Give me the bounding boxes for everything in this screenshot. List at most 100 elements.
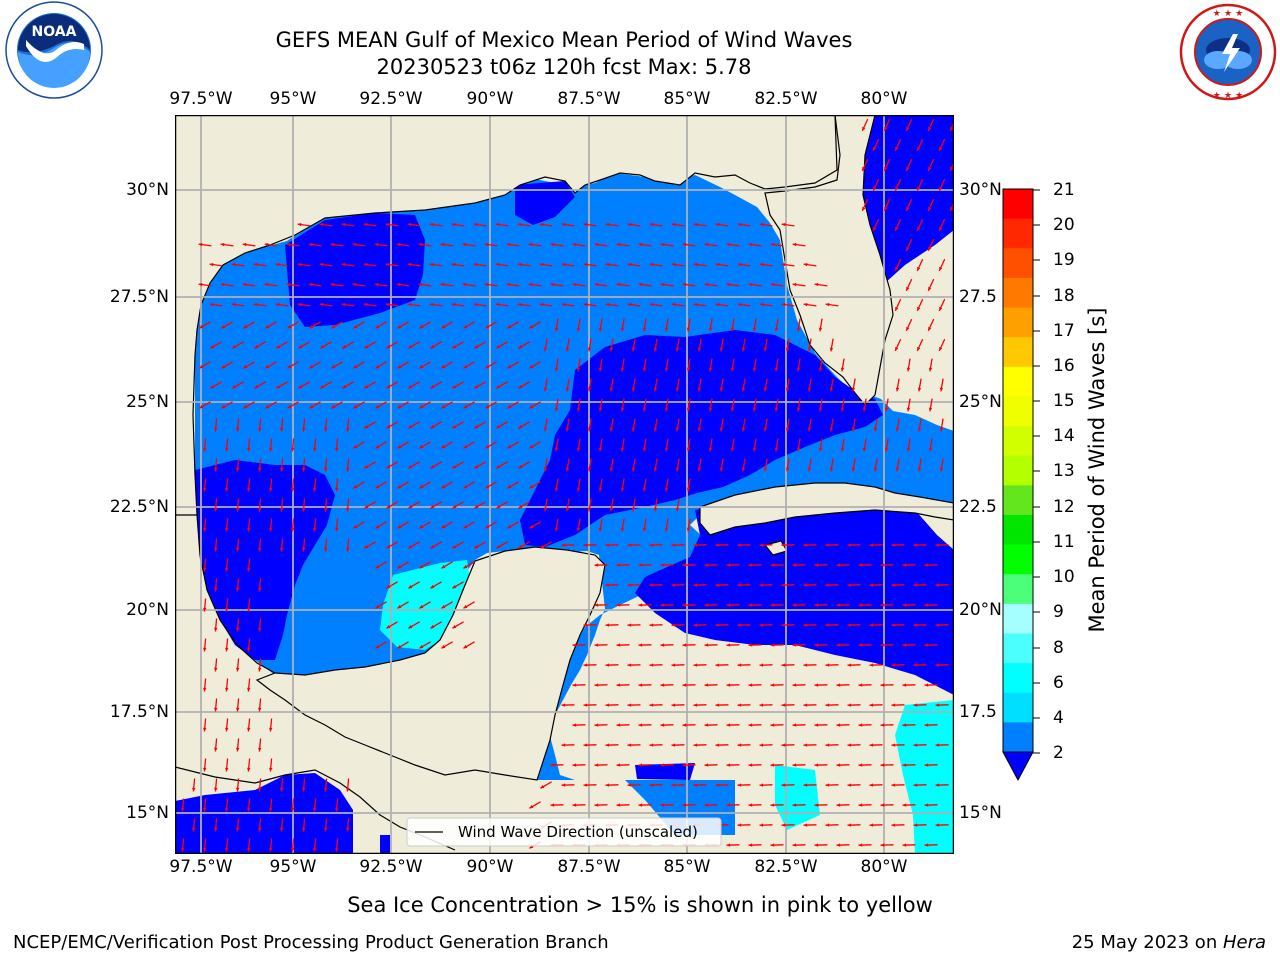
wind-arrow-head [554,527,559,532]
wind-arrow-head [331,364,336,369]
wind-arrow-head [474,424,479,429]
wind-arrow-head [862,166,866,171]
us-coast [175,115,838,516]
wind-arrow-head [550,242,555,247]
wind-arrow-head [214,627,218,632]
wind-arrow-head [605,222,610,227]
wind-wave-arrows [181,118,954,852]
wind-arrow-head [269,447,273,452]
wind-arrow-head [198,242,203,247]
chart-subtitle: 20230523 t06z 120h fcst Max: 5.78 [376,55,752,79]
wind-arrow-head [781,222,786,227]
wind-arrow-head [781,543,786,547]
wind-arrow-head [792,643,797,647]
wind-arrow-head [214,667,218,672]
wind-arrow-head [496,424,501,429]
wind-arrow-head [939,346,943,351]
colorbar-segment [1003,574,1033,605]
wind-arrow-head [561,262,566,267]
svg-text:★ ★ ★: ★ ★ ★ [1213,9,1243,19]
wind-arrow-head [199,404,204,409]
wind-arrow-head [737,783,742,787]
wind-arrow-head [939,226,943,231]
wind-arrow-head [737,623,742,627]
wind-arrow-head [247,567,251,572]
wind-arrow-head [836,603,841,607]
wind-arrow-head [302,467,306,472]
colorbar-segment [1003,277,1033,309]
wind-arrow-head [518,424,523,429]
wind-arrow-head [363,302,368,307]
wind-arrow-head [203,607,207,612]
wind-arrow-head [620,487,625,492]
wind-arrow-head [664,407,669,412]
wind-arrow-head [353,484,358,489]
wind-arrow-head [858,723,863,727]
wind-arrow-head [631,387,636,392]
wind-arrow-head [803,623,808,627]
wind-arrow-head [346,427,350,432]
wind-arrow-head [265,364,270,369]
wind-arrow-head [335,447,339,452]
wind-arrow-head [397,364,402,369]
wind-arrow-head [419,444,424,449]
wind-arrow-head [463,644,468,649]
wind-arrow-head [247,687,251,692]
wind-arrow-head [463,484,468,489]
wind-arrow-head [463,524,468,529]
wind-arrow-head [891,743,896,747]
wind-arrow-head [770,282,775,287]
colorbar-segment [1003,514,1033,546]
wind-arrow-head [236,627,240,632]
wind-arrow-head [430,544,435,549]
wind-arrow-head [726,563,731,567]
wind-arrow-head [346,467,350,472]
wind-arrow-head [682,803,687,807]
wind-arrow-head [891,823,896,827]
wind-arrow-head [474,504,479,509]
wind-arrow-head [258,667,262,672]
left-tick-label: 25°N [126,392,169,412]
wind-arrow-head [818,327,823,332]
wind-arrow-head [748,242,753,247]
wind-arrow-head [550,803,555,807]
wind-arrow-head [906,206,910,211]
wind-arrow-head [895,146,899,151]
wind-arrow-head [576,527,581,532]
wind-arrow-head [708,447,713,452]
wind-arrow-head [785,467,790,472]
wind-arrow-head [693,302,698,307]
colorbar-tick-label: 11 [1053,532,1075,552]
wind-arrow-head [858,803,863,807]
wind-arrow-head [891,623,896,627]
wind-arrow-head [869,783,874,787]
wind-arrow-head [902,803,907,807]
wind-arrow-head [375,364,380,369]
wind-arrow-head [473,222,478,227]
wind-arrow-head [287,364,292,369]
wind-arrow-head [715,663,720,667]
wind-arrow-head [407,302,412,307]
wind-arrow-head [748,843,753,847]
wind-arrow-head [192,827,196,832]
wind-arrow-head [346,787,350,792]
wind-arrow-head [686,487,691,492]
wind-arrow-head [214,427,218,432]
wind-arrow-head [408,584,413,589]
wind-arrow-head [572,643,577,647]
wind-arrow-head [906,166,910,171]
wind-arrow-head [232,384,237,389]
wind-arrow-head [485,364,490,369]
wind-arrow-head [906,447,911,452]
wind-arrow-head [353,444,358,449]
wind-arrow-head [335,487,339,492]
wind-arrow-head [298,384,303,389]
wind-arrow-head [796,367,801,372]
wind-arrow-head [660,763,665,767]
wind-arrow-head [363,262,368,267]
wind-arrow-head [939,266,943,271]
wind-arrow-head [906,407,911,412]
wind-arrow-head [291,487,295,492]
wind-arrow-head [517,302,522,307]
wind-arrow-head [495,302,500,307]
